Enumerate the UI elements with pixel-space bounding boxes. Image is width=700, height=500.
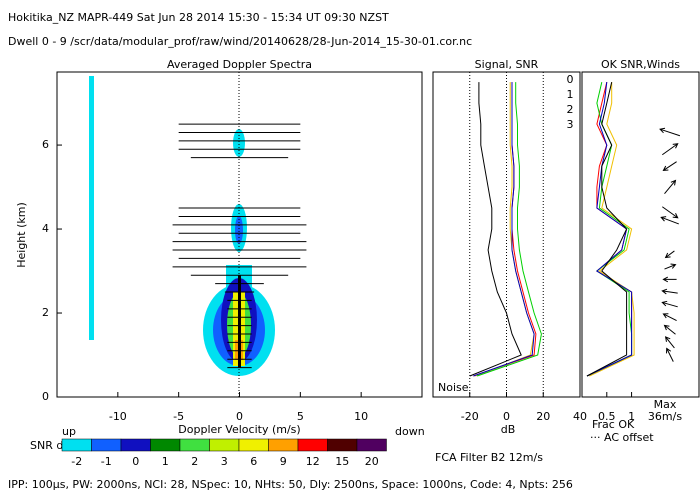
profile-line [589, 82, 635, 377]
wind-arrow [664, 179, 677, 194]
wind-arrow [663, 324, 676, 335]
y-tick-label: 2 [42, 306, 49, 319]
profile-line [476, 82, 542, 377]
max-value: 36m/s [648, 410, 682, 423]
legend-entry: 2 [567, 103, 574, 116]
x-tick-label: -10 [109, 410, 127, 423]
colorbar-tick-label: 0 [132, 455, 139, 468]
legend-entry: 1 [567, 88, 574, 101]
colorbar-tick-label: 6 [250, 455, 257, 468]
profile-line [586, 82, 633, 377]
colorbar-swatch [238, 438, 269, 452]
x-tick-label: 40 [573, 410, 587, 423]
x-tick-label: 5 [297, 410, 304, 423]
y-tick-label: 4 [42, 222, 49, 235]
x-tick-label: 0 [236, 410, 243, 423]
wind-arrow [664, 263, 677, 270]
x-tick-label: 1 [628, 410, 635, 423]
filter-label: FCA Filter B2 12m/s [435, 451, 543, 464]
x-tick-label: -20 [461, 410, 479, 423]
x-tick-label: 10 [354, 410, 368, 423]
colorbar-swatch [297, 438, 328, 452]
wind-arrow [664, 250, 675, 259]
wind-arrow [664, 336, 675, 349]
colorbar-tick-label: 12 [306, 455, 320, 468]
wind-arrow [659, 127, 681, 137]
wind-arrow [661, 300, 678, 308]
note: ··· AC offset [590, 431, 654, 444]
spectra-image [89, 76, 275, 376]
y-tick-label: 6 [42, 138, 49, 151]
colorbar-tick-label: 15 [335, 455, 349, 468]
profile-line [473, 82, 537, 377]
x-tick-label: 20 [536, 410, 550, 423]
x-axis-label: dB [501, 423, 516, 436]
colorbar-swatch [120, 438, 151, 452]
direction-label: up [62, 425, 76, 438]
colorbar-tick-label: 2 [191, 455, 198, 468]
colorbar-swatch [91, 438, 122, 452]
note: Noise [438, 381, 469, 394]
direction-label: down [395, 425, 425, 438]
profile-line [586, 81, 633, 377]
colorbar-tick-label: -2 [71, 455, 82, 468]
profile-line [475, 82, 535, 377]
x-tick-label: 0.5 [598, 410, 616, 423]
wind-arrow [661, 288, 678, 295]
wind-arrow [662, 161, 677, 172]
colorbar-tick-label: 20 [365, 455, 379, 468]
wind-arrow [662, 276, 677, 283]
wind-arrow [662, 143, 679, 156]
y-tick-label: 0 [42, 390, 49, 403]
y-axis-label: Height (km) [15, 202, 28, 268]
panel-title: Signal, SNR [475, 58, 539, 71]
profile-line [586, 81, 628, 377]
colorbar-label: SNR dB [30, 439, 71, 452]
colorbar-swatch [61, 438, 92, 452]
plot-frame [581, 71, 700, 398]
legend-entry: 0 [567, 73, 574, 86]
colorbar-swatch [356, 438, 387, 452]
x-tick-label: -5 [173, 410, 184, 423]
footer-params: IPP: 100μs, PW: 2000ns, NCI: 28, NSpec: … [8, 478, 573, 491]
colorbar-tick-label: 3 [221, 455, 228, 468]
x-tick-label: 0 [503, 410, 510, 423]
max-label: Max [654, 398, 677, 411]
colorbar-tick-label: 1 [162, 455, 169, 468]
colorbar-swatch [327, 438, 358, 452]
header-line: Hokitika_NZ MAPR-449 Sat Jun 28 2014 15:… [8, 11, 389, 24]
profile-line [586, 81, 633, 377]
colorbar-swatch [150, 438, 181, 452]
wind-arrow [662, 313, 677, 321]
x-axis-label: Doppler Velocity (m/s) [178, 423, 300, 436]
colorbar-swatch [179, 438, 210, 452]
wind-arrow [666, 347, 674, 362]
profile-line [473, 82, 535, 377]
panel-title: OK SNR,Winds [601, 58, 680, 71]
colorbar-swatch [268, 438, 299, 452]
panel-title: Averaged Doppler Spectra [167, 58, 312, 71]
colorbar-tick-label: 9 [280, 455, 287, 468]
legend-entry: 3 [567, 118, 574, 131]
profile-line [469, 82, 522, 377]
header-line: Dwell 0 - 9 /scr/data/modular_prof/raw/w… [8, 35, 472, 48]
x-axis-label: Frac OK [592, 418, 635, 431]
colorbar-tick-label: -1 [101, 455, 112, 468]
colorbar-swatch [209, 438, 240, 452]
wind-arrow [662, 206, 679, 219]
wind-arrow [660, 216, 679, 225]
